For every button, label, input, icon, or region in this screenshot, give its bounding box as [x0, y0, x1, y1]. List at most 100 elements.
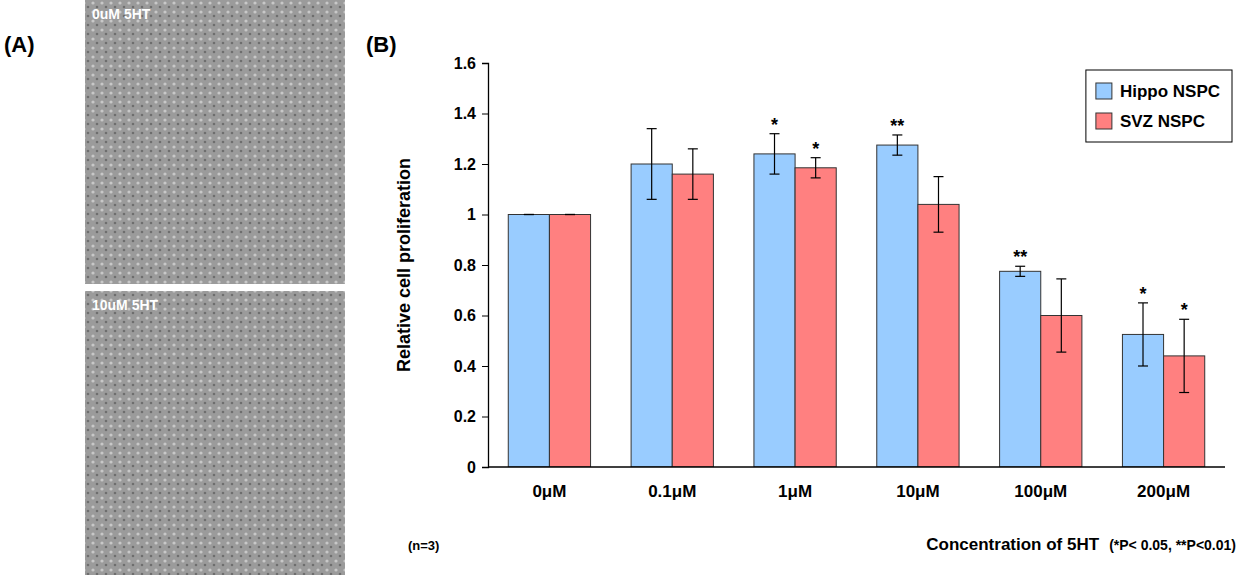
panel-label: (B): [366, 32, 397, 57]
tick-mark: [482, 265, 488, 266]
error-cap: [1056, 352, 1066, 353]
error-cap: [892, 155, 902, 156]
bar: [1000, 271, 1041, 467]
y-tick: 0.4: [454, 358, 488, 375]
tick-label: 0μM: [532, 482, 566, 501]
error-bar: [524, 214, 534, 215]
photo-label: 10uM 5HT: [92, 297, 159, 313]
tick-mark: [482, 63, 488, 64]
y-tick: 0.6: [454, 307, 488, 324]
photo: [85, 291, 345, 575]
x-axis-title: Concentration of 5HT: [926, 535, 1099, 554]
significance-mark: **: [1013, 247, 1027, 267]
bar: [754, 154, 795, 467]
error-stem: [1184, 319, 1185, 392]
tick-mark: [482, 215, 488, 216]
error-cap: [933, 232, 943, 233]
photo-label: 0uM 5HT: [92, 6, 151, 22]
error-stem: [1061, 279, 1062, 352]
error-stem: [651, 129, 652, 200]
tick-label: 0: [467, 459, 476, 476]
tick-mark: [482, 417, 488, 418]
tick-mark: [482, 164, 488, 165]
y-tick: 1.2: [454, 156, 488, 173]
error-cap: [647, 128, 657, 129]
significance-mark: *: [771, 115, 778, 135]
tick-label: 100μM: [1014, 482, 1067, 501]
error-stem: [897, 135, 898, 155]
tick-mark: [482, 114, 488, 115]
error-stem: [815, 158, 816, 178]
x-tick: 0.1μM: [648, 467, 696, 501]
significance-mark: *: [1140, 284, 1147, 304]
legend-swatch: [1096, 83, 1112, 99]
error-bar: [647, 129, 657, 200]
y-axis-title: Relative cell proliferation: [394, 158, 414, 372]
error-bar: [892, 135, 902, 155]
y-axis: 00.20.40.60.811.21.41.6: [454, 55, 489, 476]
legend-label: SVZ NSPC: [1120, 112, 1205, 131]
y-tick: 1.4: [454, 105, 488, 122]
bar: [795, 168, 836, 467]
y-tick: 0.8: [454, 257, 488, 274]
annotation: (n=3): [408, 538, 439, 553]
y-tick: 0: [467, 459, 488, 476]
tick-mark: [482, 316, 488, 317]
error-cap: [524, 214, 534, 215]
tick-label: 10μM: [896, 482, 939, 501]
axis-line: [488, 466, 1225, 467]
tick-label: 1.2: [454, 156, 476, 173]
x-tick: 0μM: [532, 467, 566, 501]
legend-box: [1086, 70, 1232, 142]
photo: [85, 0, 345, 284]
bar: [508, 215, 549, 468]
error-stem: [938, 177, 939, 233]
error-stem: [692, 149, 693, 200]
bar-series: [549, 168, 1204, 467]
tick-label: 0.8: [454, 257, 476, 274]
error-cap: [688, 148, 698, 149]
error-cap: [1015, 276, 1025, 277]
bar: [549, 215, 590, 468]
annotation: (*P< 0.05, **P<0.01): [1109, 537, 1236, 553]
error-cap: [1138, 365, 1148, 366]
error-stem: [1020, 266, 1021, 276]
error-bar: [770, 134, 780, 174]
tick-label: 200μM: [1137, 482, 1190, 501]
x-tick: 100μM: [1014, 467, 1067, 501]
error-cap: [688, 199, 698, 200]
tick-label: 1.4: [454, 105, 476, 122]
error-cap: [1056, 278, 1066, 279]
axis-line: [482, 64, 489, 468]
x-axis: 0μM 0.1μM 1μM 10μM 100μM 200μM: [488, 467, 1225, 501]
bar: [877, 145, 918, 467]
error-bar: [565, 214, 575, 215]
tick-label: 1μM: [778, 482, 812, 501]
tick-label: 1: [467, 206, 476, 223]
panel-label: (A): [4, 32, 35, 57]
legend-swatch: [1096, 113, 1112, 129]
legend: Hippo NSPCSVZ NSPC: [1086, 70, 1232, 142]
error-bar: [1179, 319, 1189, 392]
bar: [672, 174, 713, 467]
error-cap: [770, 174, 780, 175]
tick-label: 0.1μM: [648, 482, 696, 501]
plot-area: [508, 129, 1204, 467]
bar: [918, 204, 959, 467]
error-cap: [933, 176, 943, 177]
error-bar: [1015, 266, 1025, 276]
y-tick: 0.2: [454, 408, 488, 425]
tick-mark: [482, 366, 488, 367]
tick-label: 0.4: [454, 358, 476, 375]
error-cap: [565, 214, 575, 215]
error-cap: [1179, 392, 1189, 393]
error-bar: [933, 177, 943, 233]
tick-label: 0.6: [454, 307, 476, 324]
error-stem: [774, 134, 775, 174]
tick-mark: [482, 467, 488, 468]
significance-mark: *: [812, 139, 819, 159]
error-bar: [688, 149, 698, 200]
error-bar: [1138, 303, 1148, 366]
significance-mark: *: [1181, 300, 1188, 320]
error-stem: [1142, 303, 1143, 366]
